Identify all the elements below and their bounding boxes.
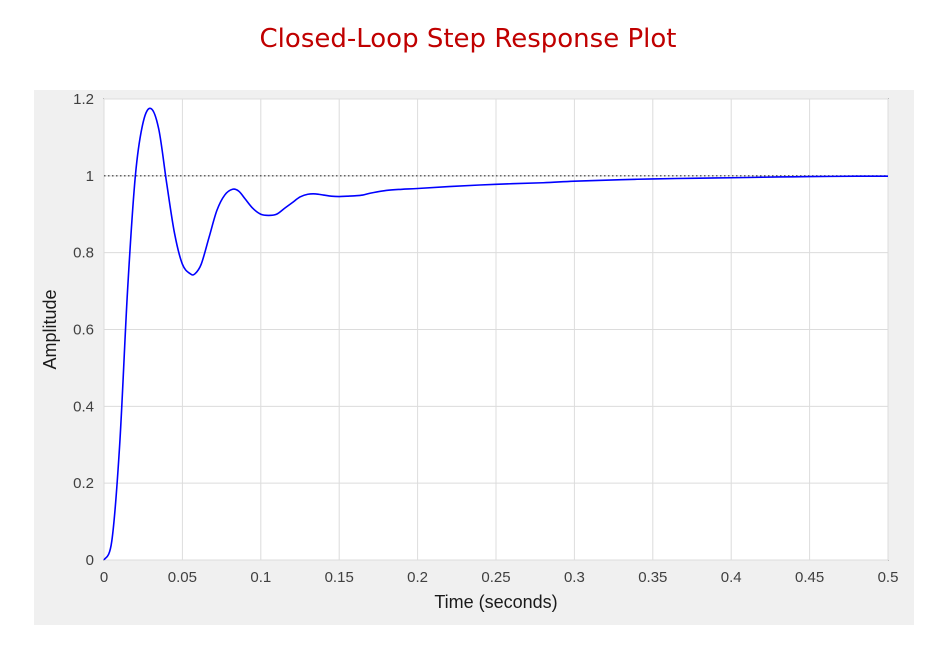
figure-panel: 0 0.05 0.1 0.15 0.2 0.25 0.3 0.35 0.4 0.45 0.5 0 0.… — [34, 90, 914, 625]
x-tick-label: 0.05 — [168, 569, 197, 586]
y-tick-label: 0 — [86, 552, 94, 569]
y-tick-label: 0.8 — [73, 245, 94, 262]
series-group — [103, 107, 889, 561]
page-title: Closed-Loop Step Response Plot — [259, 24, 677, 54]
y-tick-label: 1 — [86, 168, 94, 185]
x-tick-label: 0.3 — [564, 569, 585, 586]
x-tick-labels: 0 0.05 0.1 0.15 0.2 0.25 0.3 0.35 0.4 0.45 0.5 — [100, 569, 899, 586]
x-tick-label: 0.15 — [325, 569, 354, 586]
x-tick-label: 0 — [100, 569, 108, 586]
x-tick-label: 0.25 — [481, 569, 510, 586]
x-tick-label: 0.35 — [638, 569, 667, 586]
step-response-line — [103, 107, 889, 561]
y-tick-labels: 0 0.2 0.4 0.6 0.8 1 1.2 — [73, 91, 94, 569]
x-axis-label: Time (seconds) — [434, 592, 557, 612]
x-tick-label: 0.4 — [721, 569, 742, 586]
y-tick-label: 0.2 — [73, 475, 94, 492]
y-axis-label: Amplitude — [40, 289, 60, 369]
x-tick-label: 0.5 — [878, 569, 899, 586]
x-tick-label: 0.1 — [250, 569, 271, 586]
y-tick-label: 0.6 — [73, 322, 94, 339]
y-tick-label: 1.2 — [73, 91, 94, 108]
y-tick-label: 0.4 — [73, 398, 94, 415]
step-response-chart: 0 0.05 0.1 0.15 0.2 0.25 0.3 0.35 0.4 0.45 0.5 0 0.… — [40, 91, 899, 612]
x-tick-label: 0.45 — [795, 569, 824, 586]
x-tick-label: 0.2 — [407, 569, 428, 586]
